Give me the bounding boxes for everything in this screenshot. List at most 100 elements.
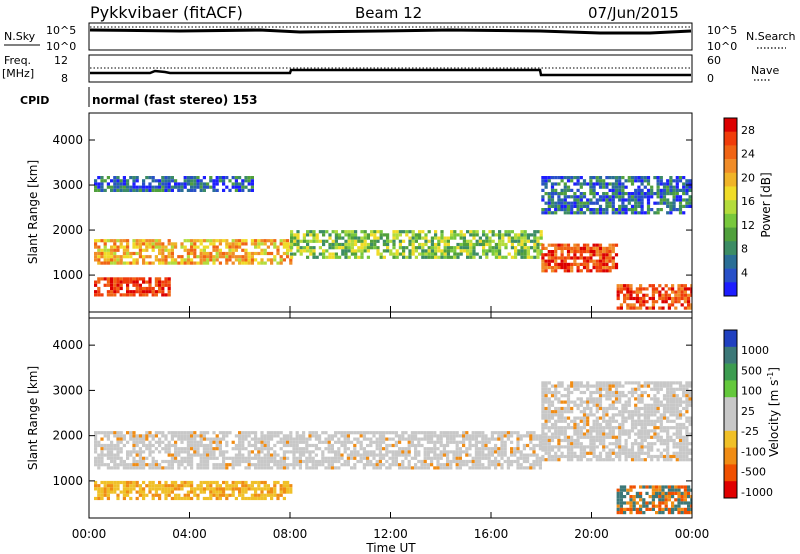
velocity-echo-cell xyxy=(471,443,475,448)
velocity-echo-cell xyxy=(576,416,580,420)
velocity-echo-cell xyxy=(254,447,258,451)
power-echo-cell xyxy=(621,192,625,196)
velocity-echo-cell xyxy=(586,451,590,455)
velocity-echo-cell xyxy=(177,459,181,464)
velocity-echo-cell xyxy=(645,485,649,489)
power-echo-cell xyxy=(656,185,660,189)
power-echo-cell xyxy=(273,242,277,246)
power-echo-cell xyxy=(459,246,463,250)
power-echo-cell xyxy=(148,283,152,287)
power-echo-cell xyxy=(498,255,502,259)
velocity-echo-cell xyxy=(410,437,414,441)
velocity-echo-cell xyxy=(566,445,571,449)
power-echo-cell xyxy=(145,280,149,284)
velocity-echo-cell xyxy=(624,429,628,433)
velocity-echo-cell xyxy=(241,431,245,435)
power-echo-cell xyxy=(309,249,313,253)
power-echo-cell xyxy=(167,261,171,265)
power-echo-cell xyxy=(151,176,155,180)
power-echo-cell xyxy=(366,255,370,259)
power-echo-cell xyxy=(234,239,238,243)
velocity-echo-cell xyxy=(225,487,229,491)
velocity-echo-cell xyxy=(186,453,190,457)
power-echo-cell xyxy=(547,211,551,215)
power-echo-cell xyxy=(418,233,422,237)
velocity-echo-cell xyxy=(544,448,548,452)
velocity-echo-cell xyxy=(487,450,491,454)
velocity-echo-cell xyxy=(623,495,627,499)
velocity-echo-cell xyxy=(664,498,668,502)
velocity-echo-cell xyxy=(672,442,676,446)
velocity-echo-cell xyxy=(554,397,558,401)
power-echo-cell xyxy=(443,236,447,240)
power-echo-cell xyxy=(126,251,130,256)
x-tick-label: 00:00 xyxy=(675,527,710,541)
velocity-echo-cell xyxy=(190,440,194,444)
power-echo-cell xyxy=(637,211,641,215)
velocity-echo-cell xyxy=(132,447,136,451)
power-echo-cell xyxy=(238,258,242,262)
power-echo-cell xyxy=(273,258,277,262)
power-echo-cell xyxy=(629,303,633,307)
velocity-echo-cell xyxy=(544,387,548,391)
velocity-echo-cell xyxy=(557,458,561,462)
power-echo-cell xyxy=(541,259,545,263)
power-echo-cell xyxy=(161,290,165,294)
power-echo-cell xyxy=(100,179,104,183)
velocity-echo-cell xyxy=(582,426,587,430)
velocity-echo-cell xyxy=(238,434,242,438)
velocity-echo-cell xyxy=(446,431,450,435)
velocity-echo-cell xyxy=(433,440,437,444)
velocity-echo-cell xyxy=(547,426,551,430)
power-echo-cell xyxy=(675,208,679,212)
velocity-echo-cell xyxy=(627,390,631,395)
velocity-echo-cell xyxy=(589,426,593,430)
power-echo-cell xyxy=(167,293,171,297)
velocity-echo-cell xyxy=(250,443,254,448)
velocity-echo-cell xyxy=(484,443,488,448)
power-echo-cell xyxy=(116,261,120,265)
power-echo-cell xyxy=(566,269,571,273)
power-echo-cell xyxy=(639,300,643,304)
power-echo-cell xyxy=(541,179,545,183)
power-echo-cell xyxy=(554,188,558,192)
velocity-echo-cell xyxy=(135,463,139,467)
power-echo-cell xyxy=(94,188,98,192)
power-echo-cell xyxy=(579,192,583,196)
power-echo-cell xyxy=(611,192,615,196)
power-echo-cell xyxy=(100,261,104,265)
power-echo-cell xyxy=(536,230,540,234)
velocity-echo-cell xyxy=(343,440,347,444)
power-echo-cell xyxy=(592,195,596,199)
power-echo-cell xyxy=(488,239,492,243)
power-echo-cell xyxy=(554,250,558,254)
velocity-echo-cell xyxy=(174,459,178,464)
power-echo-cell xyxy=(350,242,354,247)
power-echo-cell xyxy=(598,269,603,273)
velocity-echo-cell xyxy=(378,456,382,460)
power-echo-cell xyxy=(161,185,165,189)
velocity-echo-cell xyxy=(672,381,676,385)
velocity-echo-cell xyxy=(618,384,622,388)
velocity-echo-cell xyxy=(289,443,293,448)
velocity-echo-cell xyxy=(260,496,264,501)
velocity-echo-cell xyxy=(174,443,178,448)
velocity-echo-cell xyxy=(672,400,676,404)
power-echo-cell xyxy=(602,182,606,186)
velocity-echo-cell xyxy=(177,487,181,491)
velocity-echo-cell xyxy=(366,437,370,441)
power-echo-cell xyxy=(586,201,590,205)
velocity-echo-cell xyxy=(573,438,577,443)
velocity-echo-cell xyxy=(250,484,254,488)
power-echo-cell xyxy=(671,303,675,307)
velocity-echo-cell xyxy=(148,466,152,470)
velocity-echo-cell xyxy=(295,434,299,438)
velocity-ytick-label: 3000 xyxy=(52,383,83,397)
velocity-echo-cell xyxy=(674,504,678,508)
power-echo-cell xyxy=(382,242,386,247)
power-echo-cell xyxy=(257,242,261,246)
velocity-echo-cell xyxy=(420,437,424,441)
velocity-echo-cell xyxy=(661,485,665,489)
velocity-echo-cell xyxy=(661,511,665,515)
velocity-echo-cell xyxy=(672,387,676,391)
